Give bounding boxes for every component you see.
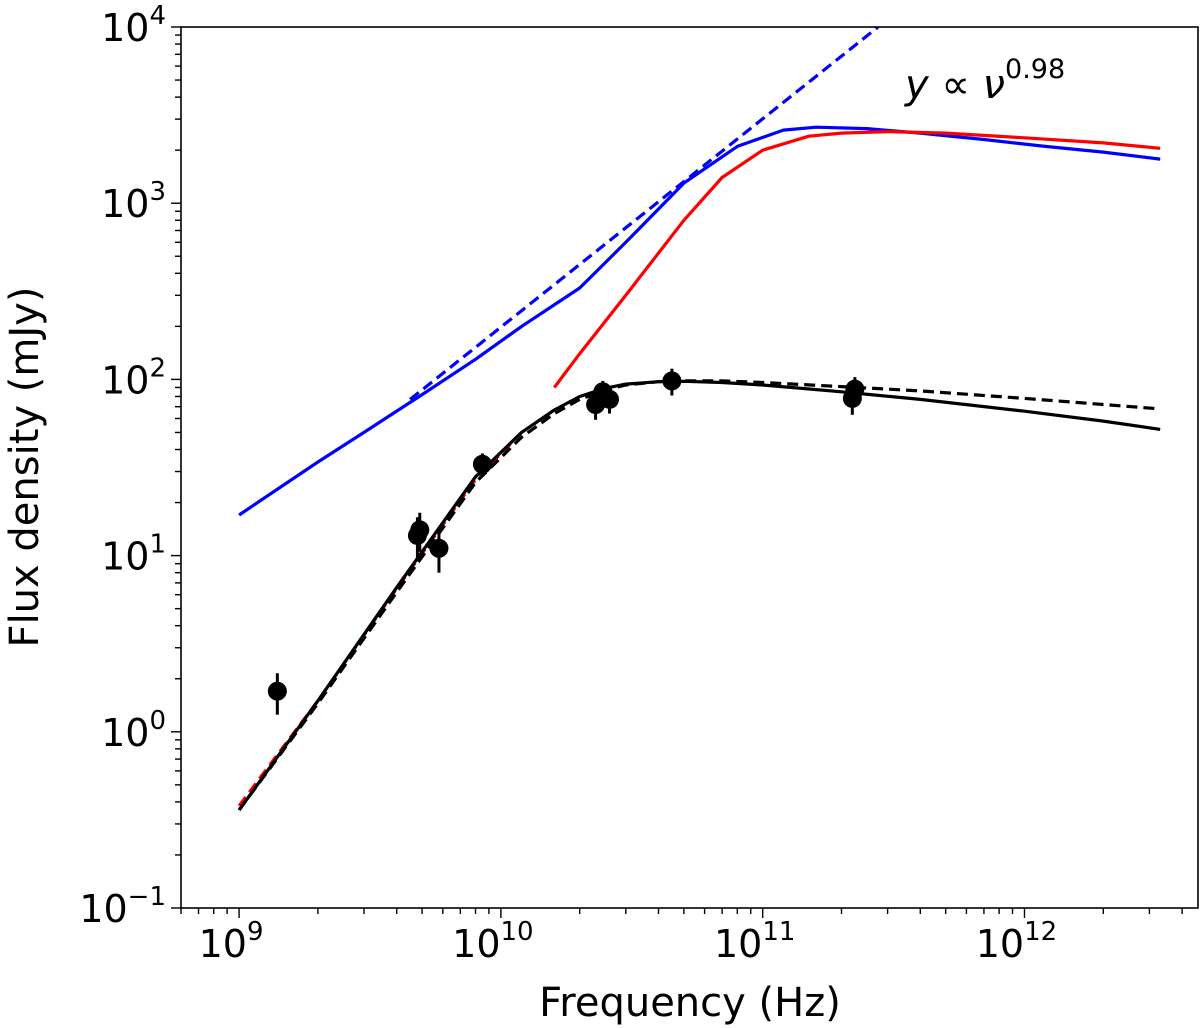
annotation-text: y ∝ ν [904,62,1005,108]
y-tick-label: 103 [101,177,166,226]
ticks-layer [171,26,1183,918]
series-line-blue-power-law [409,27,880,401]
points-layer [267,368,865,715]
tick-base: 10 [79,887,127,931]
y-tick-label: 10−1 [79,882,166,931]
series-line-blue-model [238,125,1161,517]
data-point [429,538,449,558]
tick-exponent: 1 [149,530,166,560]
x-tick-label: 1010 [452,917,533,966]
tick-base: 10 [101,711,149,755]
tick-base: 10 [976,922,1024,966]
data-point [410,520,430,540]
tick-exponent: 9 [247,917,264,947]
series-line-red-model [553,130,1161,389]
tick-base: 10 [714,922,762,966]
y-axis-label: Flux density (mJy) [2,287,48,648]
tick-exponent: 0 [149,706,166,736]
y-tick-label: 102 [101,353,166,402]
plot-frame [180,26,1199,909]
data-point [845,379,865,399]
y-tick-label: 104 [101,1,166,50]
annotation-exponent: 0.98 [1005,54,1065,85]
tick-exponent: 11 [762,917,795,947]
data-point [662,371,682,391]
series-line-black-solid-model [237,379,1161,811]
x-axis-label: Frequency (Hz) [539,980,841,1026]
tick-exponent: 4 [149,1,166,31]
tick-base: 10 [101,358,149,402]
tick-base: 10 [101,182,149,226]
x-tick-label: 1011 [714,917,795,966]
tick-exponent: 3 [149,177,166,207]
power-law-annotation: y ∝ ν0.98 [904,54,1065,108]
data-point [600,389,620,409]
y-tick-label: 101 [101,530,166,579]
y-tick-label: 100 [101,706,166,755]
tick-exponent: −1 [128,882,166,912]
series-layer [237,27,1161,811]
x-tick-label: 109 [199,917,264,966]
tick-base: 10 [452,922,500,966]
tick-base: 10 [199,922,247,966]
x-tick-label: 1012 [976,917,1057,966]
tick-exponent: 10 [501,917,534,947]
data-point [472,454,492,474]
tick-exponent: 2 [149,353,166,383]
tick-base: 10 [101,535,149,579]
data-point [267,681,287,701]
tick-base: 10 [101,6,149,50]
tick-exponent: 12 [1024,917,1057,947]
series-line-black-dashed-model [237,379,1161,811]
